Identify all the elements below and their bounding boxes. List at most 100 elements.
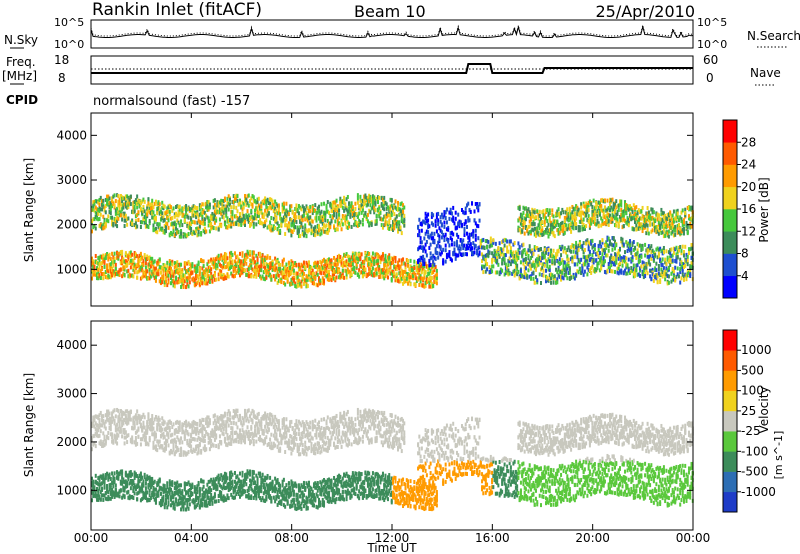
power-cell [486,245,489,250]
power-cell [552,225,555,230]
power-cell [400,258,403,263]
power-cell [536,256,539,261]
power-cell [410,273,413,278]
power-cell [562,229,565,234]
power-cell [547,257,550,262]
power-cell [617,251,620,256]
power-cell [370,260,373,265]
power-cell [123,272,126,277]
power-cell [101,254,104,259]
power-cell [335,227,338,232]
power-cell [477,224,480,229]
power-cell [679,270,682,275]
power-cell [439,246,442,251]
power-cell [612,257,615,262]
power-cell [158,211,161,216]
power-cell [323,223,326,228]
power-cell [435,272,438,277]
power-cell [629,244,632,249]
power-cell [340,261,343,266]
power-cell [312,208,315,213]
power-cell [142,204,145,209]
power-cell [197,214,200,219]
power-cell [329,275,332,280]
power-cell [137,263,140,268]
power-cell [565,250,568,255]
power-cell [287,227,290,232]
power-cell [598,212,601,217]
power-cell [97,261,100,266]
power-cell [136,201,139,206]
power-cell [113,251,116,256]
power-cell [176,204,179,209]
power-cell [526,250,529,255]
power-cell [171,270,174,275]
power-cell [355,252,358,257]
power-cell [207,265,210,270]
power-cell [306,275,309,280]
power-cell [244,222,247,227]
power-cell [321,279,324,284]
power-cell [394,199,397,204]
power-cell [306,216,309,221]
power-cell [602,199,605,204]
power-cell [537,232,540,237]
power-cell [217,277,220,282]
power-cell [578,213,581,218]
power-cell [440,235,443,240]
power-cell [287,265,290,270]
power-cell [533,245,536,250]
power-cell [473,243,476,248]
power-cell [335,211,338,216]
power-cell [329,258,332,263]
power-cell [595,200,598,205]
power-cell [542,273,545,278]
power-cell [320,215,323,220]
power-cell [602,211,605,216]
power-cell [553,261,556,266]
power-cell [596,266,599,271]
power-cell [208,202,211,207]
power-cell [190,230,193,235]
power-cell [138,203,141,208]
power-cell [577,228,580,233]
power-cell [674,259,677,264]
power-cell [187,267,190,272]
power-cell [326,218,329,223]
power-cell [247,213,250,218]
power-cell [690,261,693,266]
power-cell [98,262,101,267]
power-cell [380,223,383,228]
power-cell [304,231,307,236]
power-cell [269,204,272,209]
power-cell [159,226,162,231]
power-cell [550,280,553,285]
power-cell [649,246,652,251]
power-cell [607,222,610,227]
power-cell [149,256,152,261]
power-cell [330,263,333,268]
power-cell [324,262,327,267]
power-cell [497,247,500,252]
power-cell [231,219,234,224]
power-cell [119,213,122,218]
power-cell [608,213,611,218]
power-cell [166,221,169,226]
power-cell [176,260,179,265]
power-cell [242,261,245,266]
power-cell [399,264,402,269]
power-cell [195,227,198,232]
power-cell [161,279,164,284]
power-cell [464,210,467,215]
power-cell [517,251,520,256]
power-cell [376,199,379,204]
power-cell [590,240,593,245]
power-cell [148,262,151,267]
power-cell [343,195,346,200]
power-cell [133,262,136,267]
power-cell [567,245,570,250]
power-cell [314,203,317,208]
power-cell [127,195,130,200]
power-cell [321,217,324,222]
power-cell [128,272,131,277]
